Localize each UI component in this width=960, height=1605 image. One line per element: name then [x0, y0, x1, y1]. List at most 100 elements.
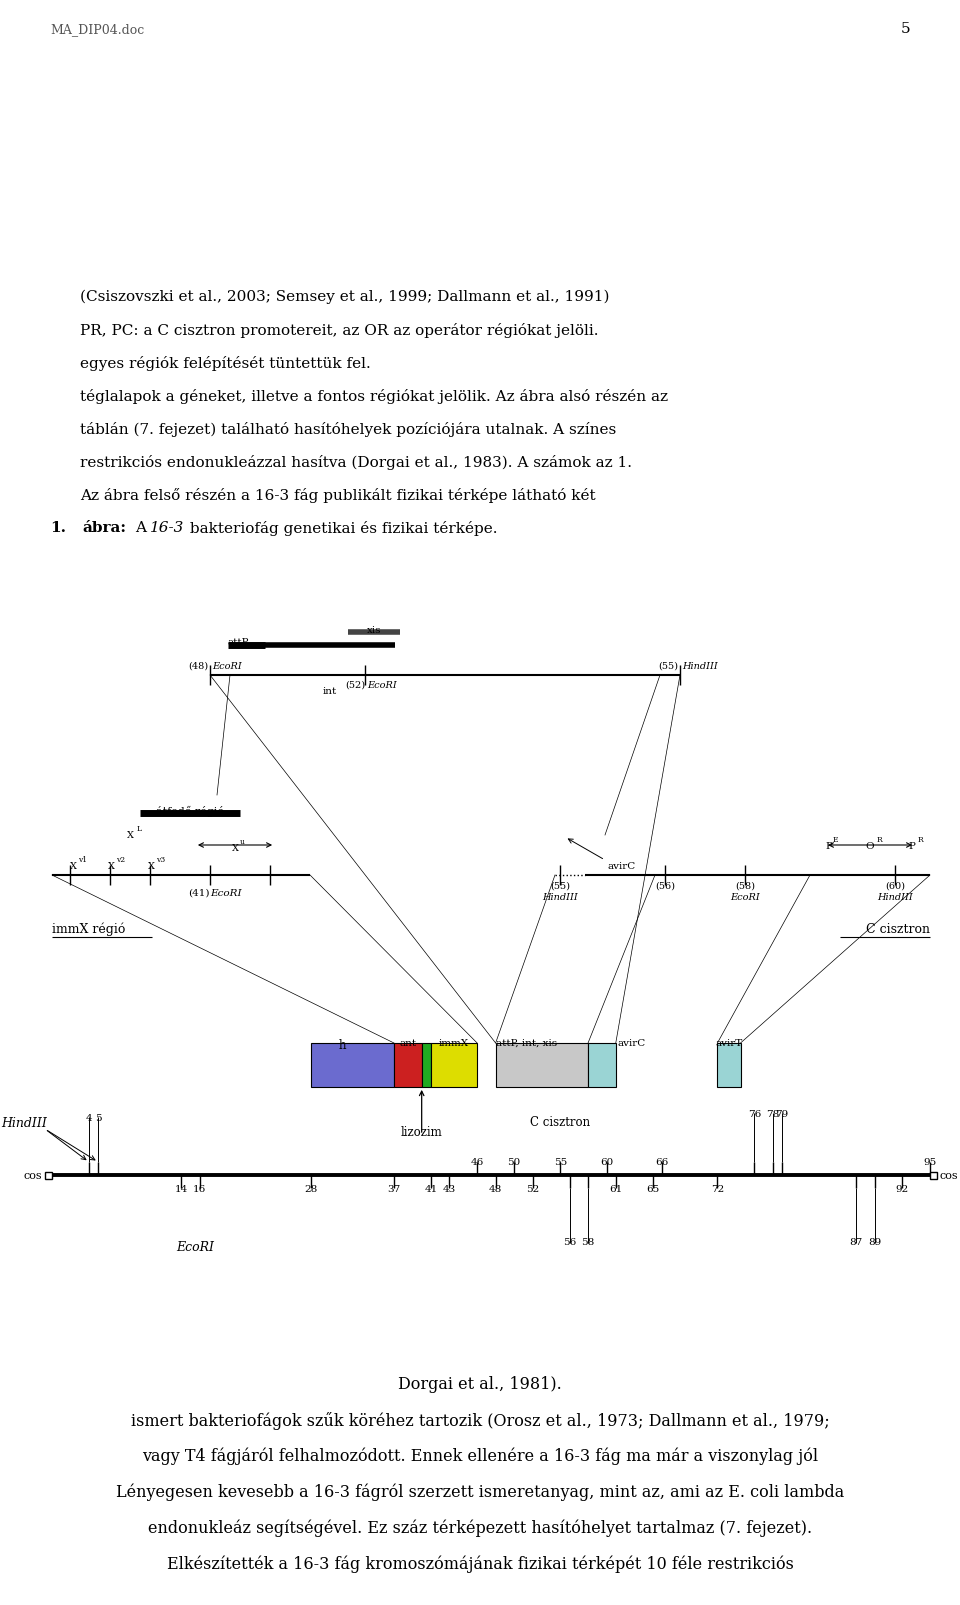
Text: 50: 50	[508, 1157, 520, 1167]
Text: Dorgai et al., 1981).: Dorgai et al., 1981).	[398, 1375, 562, 1392]
Text: avirC: avirC	[618, 1038, 646, 1048]
Text: 79: 79	[776, 1109, 789, 1119]
Text: 95: 95	[924, 1157, 937, 1167]
Text: (41): (41)	[188, 889, 210, 897]
Text: 46: 46	[470, 1157, 484, 1167]
Bar	[311, 1043, 394, 1087]
Text: attP: attP	[228, 637, 250, 647]
Text: C cisztron: C cisztron	[530, 1115, 590, 1128]
Text: EcoRI: EcoRI	[367, 681, 396, 690]
Text: Lényegesen kevesebb a 16-3 fágról szerzett ismeretanyag, mint az, ami az E. coli: Lényegesen kevesebb a 16-3 fágról szerze…	[116, 1483, 844, 1501]
Text: X: X	[148, 862, 155, 870]
Text: bakteriofág genetikai és fizikai térképe.: bakteriofág genetikai és fizikai térképe…	[185, 520, 497, 536]
Text: v1: v1	[78, 855, 87, 863]
Text: P: P	[908, 841, 915, 851]
Text: egyes régiók felépítését tüntettük fel.: egyes régiók felépítését tüntettük fel.	[80, 356, 371, 371]
Text: avirC: avirC	[607, 862, 636, 870]
Text: 89: 89	[868, 1237, 881, 1245]
Text: 92: 92	[896, 1184, 909, 1193]
Text: xis: xis	[367, 626, 381, 634]
Text: 5: 5	[900, 22, 910, 35]
Text: vagy T4 fágjáról felhalmozódott. Ennek ellenére a 16-3 fág ma már a viszonylag j: vagy T4 fágjáról felhalmozódott. Ennek e…	[142, 1448, 818, 1465]
Text: táblán (7. fejezet) található hasítóhelyek pozíciójára utalnak. A színes: táblán (7. fejezet) található hasítóhely…	[80, 422, 616, 437]
Text: HindIII: HindIII	[542, 892, 578, 902]
Text: EcoRI: EcoRI	[210, 889, 242, 897]
Text: cos: cos	[940, 1170, 959, 1180]
Bar	[45, 1172, 52, 1178]
Text: MA_DIP04.doc: MA_DIP04.doc	[50, 22, 144, 35]
Text: (56): (56)	[655, 881, 675, 891]
Text: 61: 61	[610, 1184, 622, 1193]
Text: 65: 65	[646, 1184, 660, 1193]
Text: u: u	[240, 838, 245, 846]
Bar	[431, 1043, 477, 1087]
Text: Az ábra felső részén a 16-3 fág publikált fizikai térképe látható két: Az ábra felső részén a 16-3 fág publikál…	[80, 488, 595, 502]
Text: R: R	[918, 836, 924, 844]
Text: 28: 28	[304, 1184, 318, 1193]
Text: ismert bakteriofágok szűk köréhez tartozik (Orosz et al., 1973; Dallmann et al.,: ismert bakteriofágok szűk köréhez tartoz…	[131, 1411, 829, 1428]
Text: R: R	[877, 836, 883, 844]
Text: E: E	[833, 836, 838, 844]
Bar	[588, 1043, 615, 1087]
Text: 41: 41	[424, 1184, 438, 1193]
Text: A: A	[135, 520, 151, 534]
Text: 52: 52	[526, 1184, 540, 1193]
Text: Elkészítették a 16-3 fág kromoszómájának fizikai térképét 10 féle restrikciós: Elkészítették a 16-3 fág kromoszómájának…	[167, 1555, 793, 1573]
Text: 16-3: 16-3	[150, 520, 184, 534]
Text: 48: 48	[489, 1184, 502, 1193]
Text: lizozim: lizozim	[401, 1125, 443, 1138]
Text: immX: immX	[439, 1038, 469, 1048]
Text: X: X	[70, 862, 77, 870]
Text: (55): (55)	[550, 881, 570, 891]
Text: átfedő régió: átfedő régió	[156, 806, 224, 817]
Text: ant: ant	[399, 1038, 417, 1048]
Text: 4: 4	[85, 1114, 92, 1122]
Text: endonukleáz segítségével. Ez száz térképezett hasítóhelyet tartalmaz (7. fejezet: endonukleáz segítségével. Ez száz térkép…	[148, 1518, 812, 1536]
Text: int: int	[323, 687, 337, 695]
Text: HindIII: HindIII	[1, 1117, 47, 1130]
Text: 58: 58	[582, 1237, 594, 1245]
Text: 87: 87	[850, 1237, 863, 1245]
Bar	[717, 1043, 740, 1087]
Bar	[495, 1043, 588, 1087]
Text: EcoRI: EcoRI	[212, 661, 242, 671]
Text: 55: 55	[554, 1157, 567, 1167]
Text: L: L	[137, 825, 142, 833]
Text: h: h	[339, 1038, 347, 1051]
Text: PR, PC: a C cisztron promotereit, az OR az operátor régiókat jelöli.: PR, PC: a C cisztron promotereit, az OR …	[80, 323, 598, 337]
Text: attP, int, xis: attP, int, xis	[495, 1038, 557, 1048]
Text: 78: 78	[766, 1109, 780, 1119]
Text: EcoRI: EcoRI	[177, 1241, 214, 1254]
Text: v3: v3	[156, 855, 165, 863]
Text: 76: 76	[748, 1109, 761, 1119]
Text: avirT: avirT	[715, 1038, 743, 1048]
Text: 14: 14	[175, 1184, 188, 1193]
Text: 37: 37	[387, 1184, 400, 1193]
Text: HindIII: HindIII	[877, 892, 913, 902]
Text: 1.: 1.	[50, 520, 66, 534]
Text: 43: 43	[443, 1184, 456, 1193]
Text: (Csiszovszki et al., 2003; Semsey et al., 1999; Dallmann et al., 1991): (Csiszovszki et al., 2003; Semsey et al.…	[80, 291, 610, 305]
Text: (60): (60)	[885, 881, 905, 891]
Text: cos: cos	[23, 1170, 42, 1180]
Text: EcoRI: EcoRI	[731, 892, 760, 902]
Text: v2: v2	[116, 855, 125, 863]
Bar	[421, 1043, 431, 1087]
Text: X: X	[231, 844, 238, 852]
Text: 16: 16	[193, 1184, 206, 1193]
Text: (48): (48)	[188, 661, 208, 671]
Text: X: X	[108, 862, 115, 870]
Text: HindIII: HindIII	[682, 661, 718, 671]
Text: X: X	[127, 830, 133, 839]
Bar	[394, 1043, 421, 1087]
Text: (52): (52)	[345, 681, 365, 690]
Text: restrikciós endonukleázzal hasítva (Dorgai et al., 1983). A számok az 1.: restrikciós endonukleázzal hasítva (Dorg…	[80, 454, 632, 470]
Text: immX régió: immX régió	[52, 921, 126, 936]
Text: O: O	[866, 841, 875, 851]
Text: 72: 72	[710, 1184, 724, 1193]
Text: (58): (58)	[735, 881, 755, 891]
Bar	[930, 1172, 937, 1178]
Text: téglalapok a géneket, illetve a fontos régiókat jelölik. Az ábra alsó részén az: téglalapok a géneket, illetve a fontos r…	[80, 388, 668, 404]
Text: 60: 60	[600, 1157, 613, 1167]
Text: P: P	[825, 841, 832, 851]
